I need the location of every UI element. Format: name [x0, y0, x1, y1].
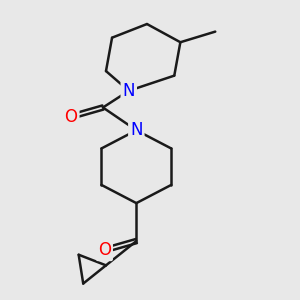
Text: O: O: [98, 241, 111, 259]
Text: N: N: [130, 121, 142, 139]
Text: N: N: [122, 82, 135, 100]
Text: O: O: [64, 108, 78, 126]
